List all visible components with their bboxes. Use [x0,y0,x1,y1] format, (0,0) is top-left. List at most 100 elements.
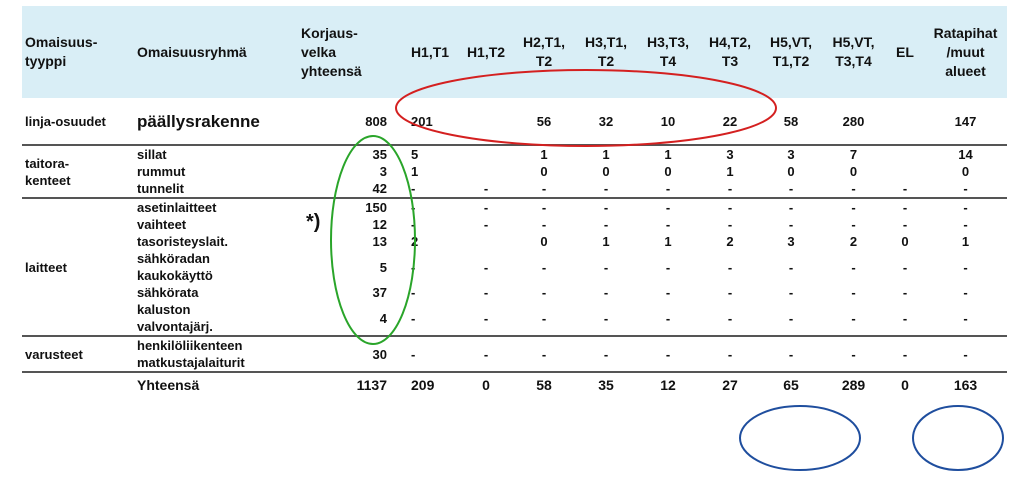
value-cell: - [665,285,671,300]
asset-group-cell: sillat [134,144,298,163]
value-cell: - [788,217,794,232]
value-cell: - [483,217,489,232]
value-cell: 0 [961,164,970,179]
table-row: taitora-kenteet sillat 35 5 1 1 1 3 3 7 14 [22,144,1007,198]
value-cell: - [603,181,609,196]
value-cell: - [727,217,733,232]
total-cell: 37 [372,285,387,300]
total-cell: 42 [372,181,387,196]
value-cell [886,144,924,163]
header-col-6: H4,T2, T3 [699,6,761,98]
repair-debt-table: Omaisuus-tyyppi Omaisuusryhmä Korjaus-ve… [22,6,1007,398]
value-cell: - [963,259,968,275]
value-cell: - [541,217,547,232]
value-cell: - [851,181,856,196]
asset-type-cell: laitteet [22,197,134,336]
value-cell: - [459,197,513,216]
total-cell: 808 [365,113,387,129]
value-cell: - [761,197,821,216]
value-cell: 14 [924,144,1007,163]
value-cell: - [411,181,416,196]
value-cell [459,144,513,163]
value-cell: - [665,310,671,326]
table-row: rummut 3 1 0 0 0 1 0 0 0 [22,163,1007,180]
value-cell: - [727,285,733,300]
value-cell: - [886,335,924,372]
value-cell: - [886,197,924,216]
header-col-7: H5,VT, T1,T2 [761,6,821,98]
value-cell: - [575,335,637,372]
value-cell: - [665,181,671,196]
asset-type-cell: varusteet [22,335,134,372]
asset-group-cell: tasoristeyslait. [137,234,229,249]
summary-value-cell: 289 [821,371,886,398]
value-cell: - [401,335,459,372]
value-cell: 1 [602,234,610,249]
value-cell: - [788,285,794,300]
value-cell: - [483,310,489,326]
asset-type-cell: taitora-kenteet [22,144,134,198]
value-cell: 1 [664,234,672,249]
table-row: tunnelit 42 - - - - - - - - - - [22,180,1007,198]
value-cell: - [483,181,489,196]
value-cell: 3 [761,144,821,163]
value-cell: - [541,285,547,300]
value-cell: - [575,197,637,216]
header-col-4: H3,T1, T2 [575,6,637,98]
value-cell: - [851,310,856,326]
value-cell: - [665,259,671,275]
value-cell: - [411,217,416,232]
header-col-10: Ratapihat/muut alueet [924,6,1007,98]
summary-row: Yhteensä 1137 209 0 58 35 12 27 65 289 0 163 [22,371,1007,398]
value-cell: - [411,285,416,300]
blue-highlight-ellipse-right [912,405,1004,471]
value-cell: 56 [536,113,552,129]
value-cell: - [459,335,513,372]
value-cell [459,163,513,180]
table-row: linja-osuudet päällysrakenne 808 201 56 32 10 2… [22,98,1007,145]
value-cell: - [699,335,761,372]
value-cell: - [603,285,609,300]
value-cell: - [788,181,794,196]
summary-empty-cell [22,371,134,398]
value-cell: 0 [849,164,858,179]
table-row: tasoristeyslait. 13 2 0 1 1 2 3 2 0 1 [22,233,1007,250]
value-cell: - [902,217,908,232]
value-cell: - [637,335,699,372]
value-cell: - [727,181,733,196]
value-cell: - [727,310,733,326]
header-col-1: H1,T1 [401,6,459,98]
value-cell: - [788,259,794,275]
value-cell: - [603,217,609,232]
value-cell: - [851,217,856,232]
table-body: linja-osuudet päällysrakenne 808 201 56 32 10 2… [22,98,1007,398]
total-cell: 4 [379,310,387,326]
value-cell: 147 [954,113,977,129]
total-cell: 35 [298,144,401,163]
value-cell: 201 [411,113,433,129]
value-cell: - [902,285,908,300]
value-cell: - [924,197,1007,216]
value-cell: 0 [664,164,672,179]
header-col-5: H3,T3, T4 [637,6,699,98]
value-cell: - [902,259,908,275]
header-col-9: EL [886,6,924,98]
summary-value-cell: 35 [575,371,637,398]
value-cell: - [902,181,908,196]
value-cell: 0 [540,234,548,249]
value-cell: 0 [787,164,795,179]
value-cell: 3 [787,234,795,249]
value-cell: - [851,259,856,275]
header-asset-type: Omaisuus-tyyppi [22,6,134,98]
value-cell: - [603,259,609,275]
asset-group-cell: päällysrakenne [137,111,260,131]
asset-group-cell: henkilöliikenteen matkustajalaiturit [134,335,298,372]
asset-group-cell: sähköradan kaukokäyttö [137,251,213,283]
value-cell [886,163,924,180]
header-total: Korjaus-velka yhteensä [298,6,401,98]
value-cell: - [411,310,416,326]
value-cell: - [821,335,886,372]
total-cell: 13 [372,234,387,249]
value-cell [459,233,513,250]
table-row: kaluston valvontajärj. 4 - - - - - - - - - - [22,301,1007,336]
